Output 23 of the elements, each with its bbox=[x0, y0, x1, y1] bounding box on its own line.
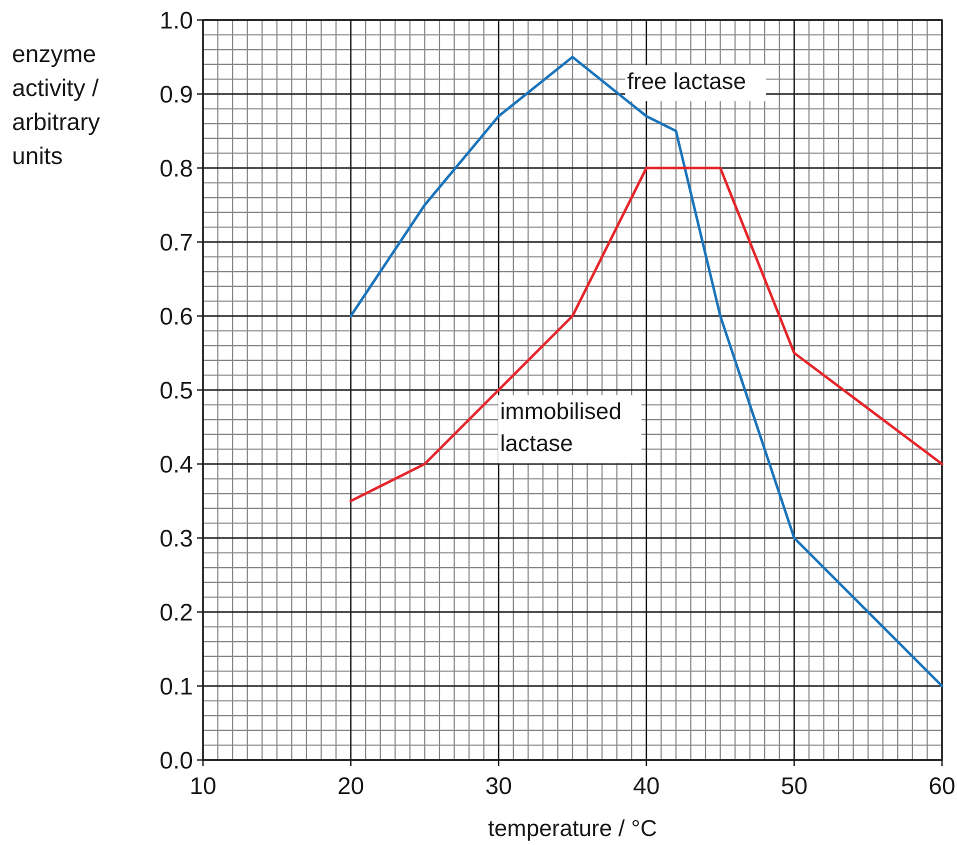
y-tick-label: 0.7 bbox=[160, 229, 193, 256]
series-label: immobilised lactase bbox=[500, 398, 622, 456]
y-tick-label: 0.4 bbox=[160, 451, 193, 478]
x-tick-label: 60 bbox=[928, 773, 956, 800]
x-tick-label: 40 bbox=[633, 773, 660, 800]
y-tick-label: 0.8 bbox=[160, 155, 193, 182]
x-tick-label: 10 bbox=[190, 773, 216, 800]
y-tick-label: 0.9 bbox=[160, 81, 193, 108]
y-tick-label: 0.5 bbox=[160, 377, 193, 404]
y-tick-label: 0.2 bbox=[160, 599, 193, 626]
x-tick-label: 50 bbox=[780, 773, 808, 800]
x-tick-label: 30 bbox=[485, 773, 512, 800]
y-tick-label: 0.3 bbox=[160, 525, 193, 552]
line-series bbox=[350, 56, 944, 688]
y-tick-label: 0.6 bbox=[160, 303, 193, 330]
y-tick-label: 1.0 bbox=[160, 7, 193, 34]
x-axis-title: temperature / °C bbox=[488, 815, 657, 841]
x-tick-label: 20 bbox=[337, 773, 364, 800]
y-tick-label: 0.1 bbox=[160, 673, 193, 700]
y-axis-title: enzyme activity / arbitrary units bbox=[12, 41, 100, 170]
series-label: free lactase bbox=[627, 68, 746, 94]
line-series bbox=[350, 166, 944, 502]
y-tick-label: 0.0 bbox=[160, 747, 193, 774]
